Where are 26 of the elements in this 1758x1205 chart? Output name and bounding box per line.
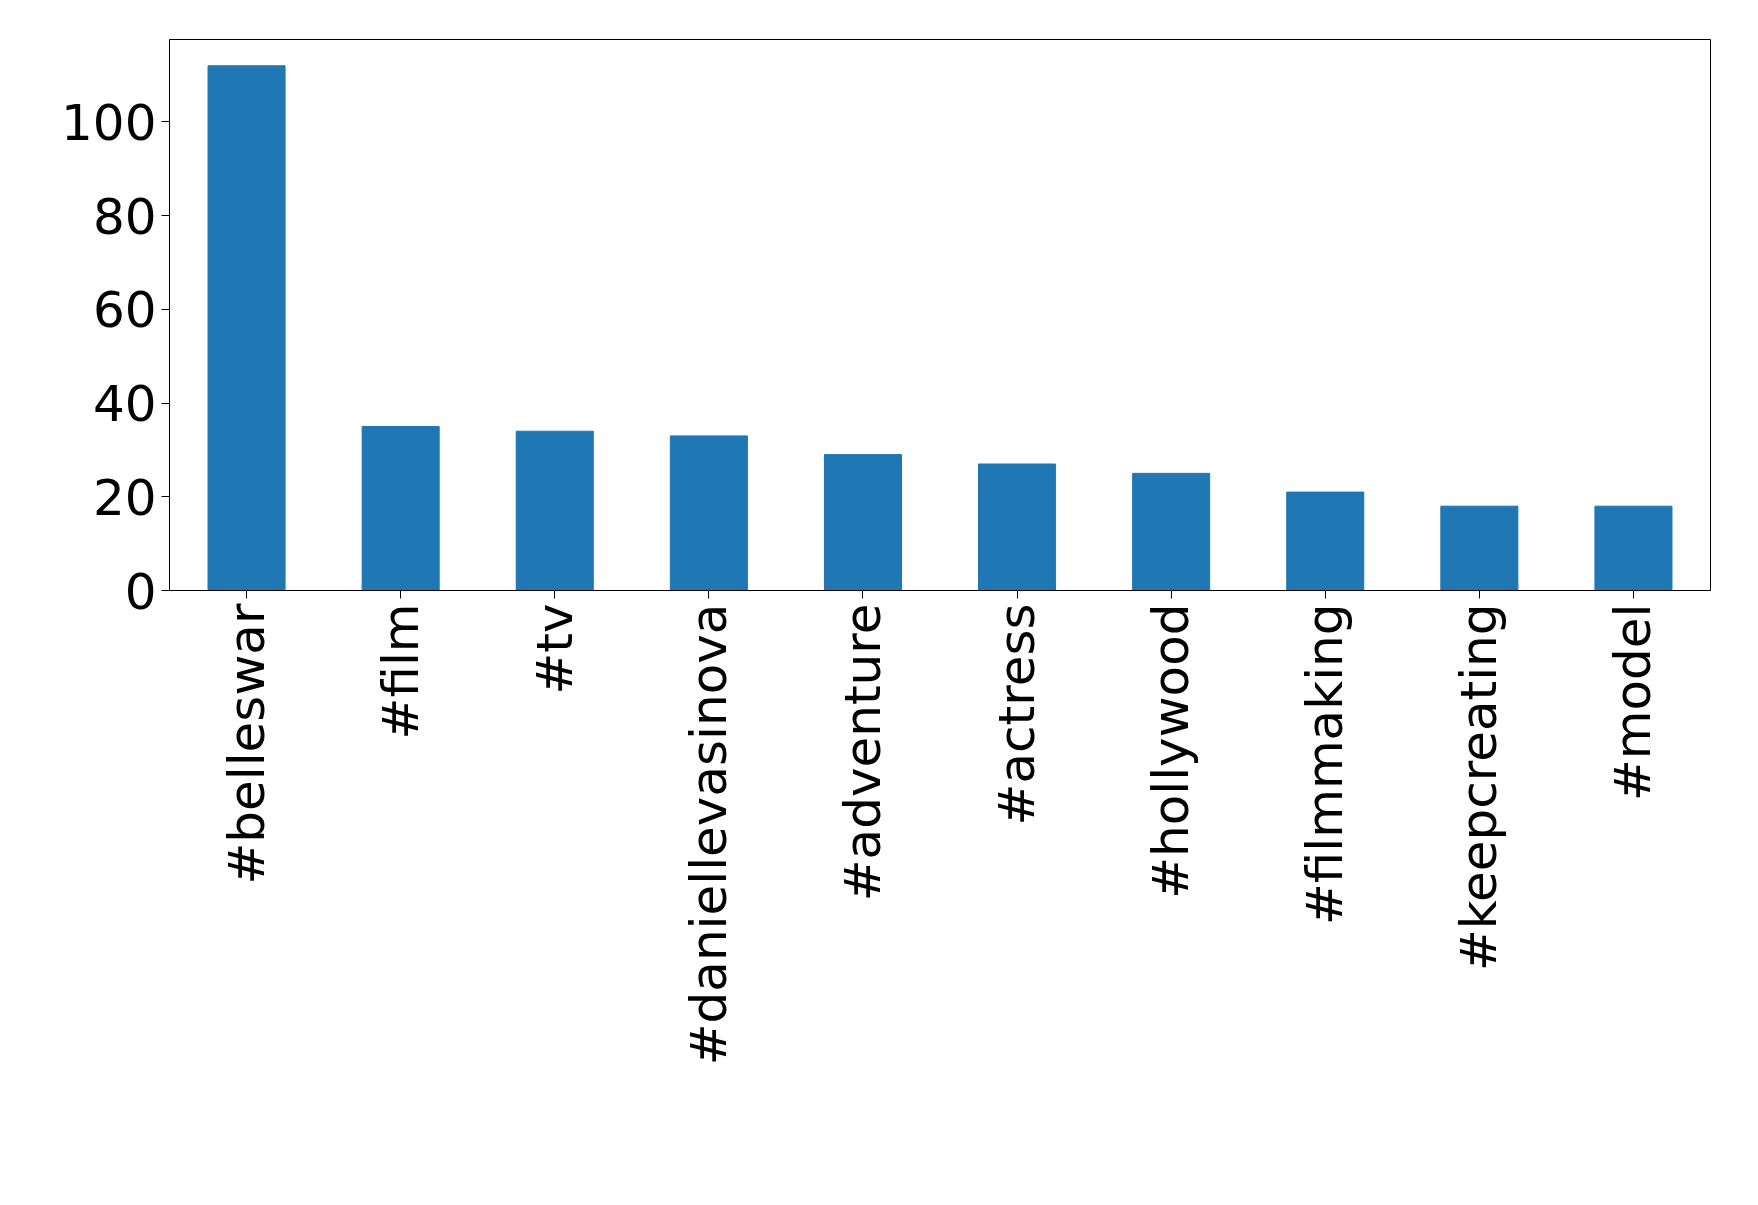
bar [1594,505,1673,591]
bar [823,454,902,591]
bar [1286,491,1365,591]
x-tick-label: #daniellevasinova [679,603,738,1066]
x-tick-label: #hollywood [1142,603,1201,899]
bar [978,463,1057,591]
x-tick-label: #actress [988,603,1047,826]
y-tick-label: 20 [92,468,157,527]
y-tick-label: 40 [92,375,157,434]
bar [207,65,286,591]
y-tick-label: 60 [92,281,157,340]
y-tick-label: 0 [124,562,157,621]
x-tick-label: #keepcreating [1450,603,1509,972]
x-tick-label: #film [371,603,430,740]
x-tick-label: #belleswar [217,603,276,885]
x-tick-label: #model [1604,603,1663,802]
bar [1132,472,1211,591]
x-tick-label: #filmmaking [1296,603,1355,926]
bar [515,430,594,591]
bar [1440,505,1519,591]
bar [669,435,748,591]
y-tick-label: 80 [92,187,157,246]
x-tick-label: #adventure [833,603,892,902]
bar [361,426,440,591]
y-tick-label: 100 [61,93,157,152]
x-tick-label: #tv [525,603,584,695]
